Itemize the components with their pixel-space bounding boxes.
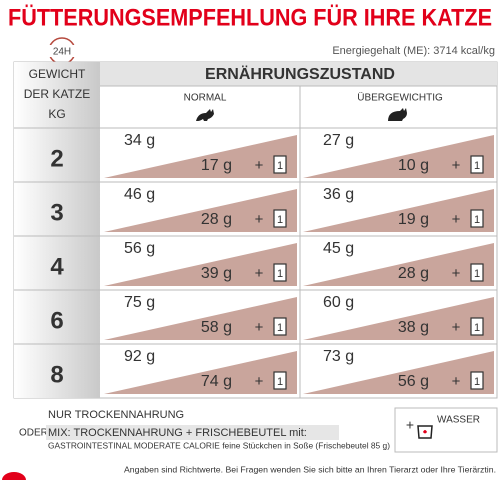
pouch-count: 1 [474, 376, 480, 388]
dry-only: NUR TROCKENNAHRUNG [48, 409, 184, 421]
weight: 6 [50, 307, 63, 334]
pouch-count: 1 [277, 268, 283, 280]
pouch-count: 1 [474, 322, 480, 334]
brand-logo [2, 472, 26, 480]
mix-amount: 10 g [398, 157, 429, 174]
plus: + [255, 211, 264, 228]
mix-amount: 28 g [201, 211, 232, 228]
water-icon [417, 425, 433, 439]
plus: + [452, 157, 461, 174]
or: ODER [19, 428, 48, 439]
weight: 4 [50, 253, 64, 280]
badge-bg [46, 45, 78, 57]
pouch-icon [470, 371, 484, 390]
mix-amount: 19 g [398, 211, 429, 228]
plus: + [255, 157, 264, 174]
column-header: ÜBERGEWICHTIG [357, 92, 443, 104]
pouch-icon [273, 209, 287, 228]
pouch-count: 1 [277, 376, 283, 388]
pouch-count: 1 [474, 214, 480, 226]
plus: + [406, 417, 414, 433]
weight-header: GEWICHT [29, 67, 86, 81]
pouch-icon [470, 209, 484, 228]
weight: 3 [50, 199, 63, 226]
mix-wedge [104, 135, 297, 178]
mix-wedge [303, 189, 494, 232]
energy: Energiegehalt (ME): 3714 kcal/kg [332, 45, 495, 57]
pouch-icon [470, 317, 484, 336]
mix-wedge [104, 351, 297, 394]
dry-amount: 73 g [323, 348, 354, 365]
dry-amount: 27 g [323, 132, 354, 149]
water-box [394, 407, 498, 453]
weight-column [14, 62, 100, 398]
dry-amount: 56 g [124, 240, 155, 257]
mix-wedge [104, 189, 297, 232]
pouch-icon [273, 263, 287, 282]
pouch-count: 1 [277, 160, 283, 172]
mix-amount: 17 g [201, 157, 232, 174]
dry-amount: 60 g [323, 294, 354, 311]
cat-icon [196, 109, 214, 121]
group-header: ERNÄHRUNGSZUSTAND [205, 65, 395, 83]
mix-wedge [104, 297, 297, 340]
pouch-icon [470, 263, 484, 282]
group-header-bg [100, 62, 497, 86]
plus: + [452, 319, 461, 336]
plus: + [452, 373, 461, 390]
plus: + [255, 319, 264, 336]
column-header: NORMAL [184, 93, 227, 104]
mix-wedge [303, 243, 494, 286]
mix-amount: 39 g [201, 265, 232, 282]
plus: + [452, 211, 461, 228]
dry-amount: 45 g [323, 240, 354, 257]
dry-amount: 92 g [124, 348, 155, 365]
note: Angaben sind Richtwerte. Bei Fragen wend… [124, 464, 496, 474]
mix-bg [46, 425, 339, 440]
mix-amount: 28 g [398, 265, 429, 282]
pouch-icon [273, 371, 287, 390]
pouch-icon [273, 155, 287, 174]
dry-amount: 36 g [323, 186, 354, 203]
pouch-icon [470, 155, 484, 174]
pouch-count: 1 [277, 214, 283, 226]
weight: 2 [50, 145, 63, 172]
mix-wedge [104, 243, 297, 286]
dry-amount: 46 g [124, 186, 155, 203]
pouch-icon [273, 317, 287, 336]
badge: 24H [53, 47, 71, 58]
plus: + [255, 265, 264, 282]
mix-wedge [303, 135, 494, 178]
weight: 8 [50, 361, 63, 388]
water-drop [423, 430, 427, 434]
mix-amount: 38 g [398, 319, 429, 336]
cat-icon [388, 108, 407, 121]
product: GASTROINTESTINAL MODERATE CALORIE feine … [48, 440, 390, 450]
plus: + [452, 265, 461, 282]
pouch-count: 1 [474, 268, 480, 280]
pouch-count: 1 [474, 160, 480, 172]
plus: + [255, 373, 264, 390]
dry-amount: 34 g [124, 132, 155, 149]
mix-wedge [303, 297, 494, 340]
mix-amount: 56 g [398, 373, 429, 390]
mix-amount: 74 g [201, 373, 232, 390]
mix: MIX: TROCKENNAHRUNG + FRISCHEBEUTEL mit: [48, 427, 307, 439]
mix-wedge [303, 351, 494, 394]
dry-amount: 75 g [124, 294, 155, 311]
water: WASSER [437, 415, 480, 426]
mix-amount: 58 g [201, 319, 232, 336]
title: FÜTTERUNGSEMPFEHLUNG FÜR IHRE KATZE [8, 4, 492, 31]
weight-header: DER KATZE [24, 87, 90, 101]
pouch-count: 1 [277, 322, 283, 334]
weight-header: KG [48, 107, 65, 121]
